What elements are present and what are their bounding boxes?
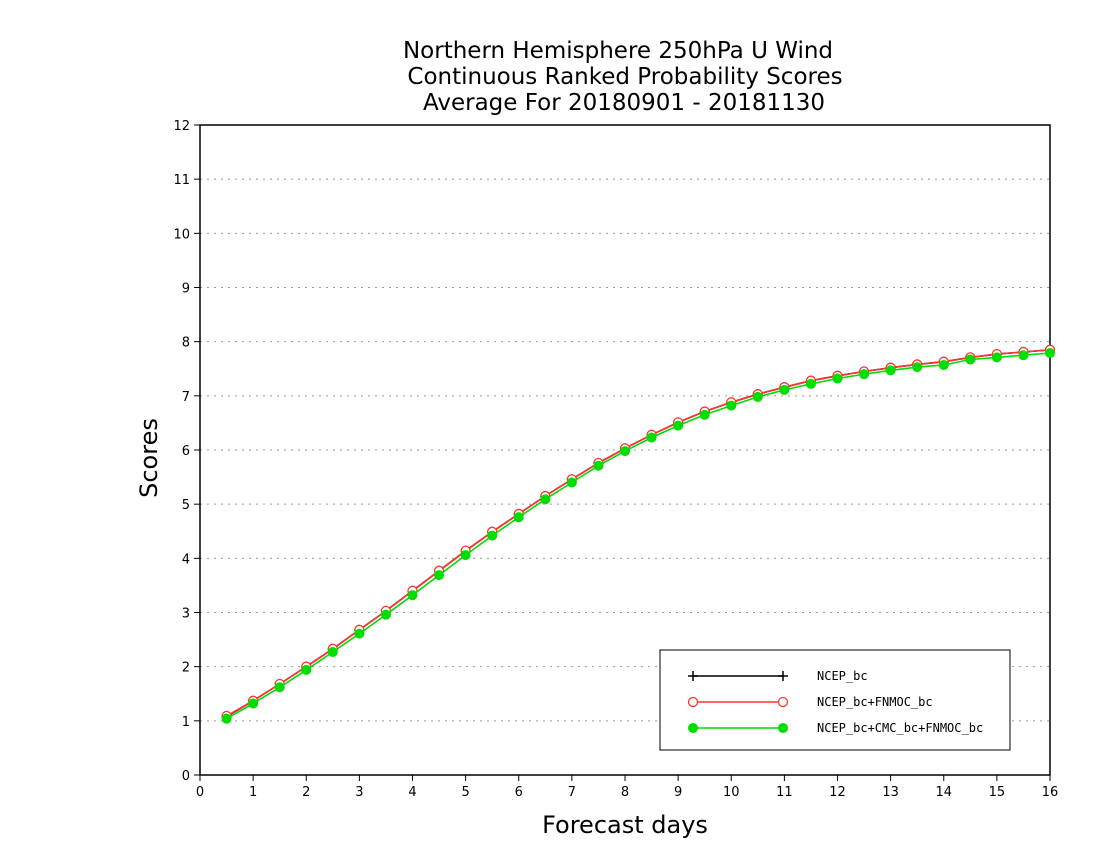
- series-point: [965, 354, 976, 365]
- x-tick-label: 7: [568, 785, 576, 800]
- x-tick-label: 12: [829, 785, 846, 800]
- series-layer: [221, 344, 1056, 724]
- y-tick-label: 6: [182, 444, 190, 459]
- x-tick-label: 2: [302, 785, 310, 800]
- y-tick-label: 9: [182, 282, 190, 297]
- x-tick-label: 8: [621, 785, 629, 800]
- x-tick-label: 10: [723, 785, 740, 800]
- series-point: [991, 352, 1002, 363]
- y-tick-label: 10: [173, 227, 190, 242]
- y-tick-label: 1: [182, 715, 190, 730]
- series-point: [1045, 348, 1055, 359]
- series-point: [434, 570, 445, 581]
- y-tick-label: 3: [182, 607, 190, 622]
- series-point: [646, 432, 657, 443]
- series-point: [274, 682, 285, 693]
- y-tick-label: 5: [182, 498, 190, 513]
- x-tick-label: 11: [776, 785, 793, 800]
- legend-box: [659, 649, 1011, 751]
- series-point: [620, 446, 630, 457]
- chart-title: Northern Hemisphere 250hPa U Wind Contin…: [403, 38, 843, 116]
- y-tick-label: 4: [182, 552, 190, 567]
- series-point: [354, 628, 365, 639]
- series-point: [460, 550, 471, 561]
- series-point: [380, 609, 391, 620]
- title-line-2: Continuous Ranked Probability Scores: [407, 64, 842, 90]
- series-point: [221, 713, 232, 724]
- x-tick-label: 4: [408, 785, 416, 800]
- series-point: [699, 409, 710, 420]
- series-point: [593, 460, 604, 471]
- x-tick-label: 1: [249, 785, 257, 800]
- x-tick-label: 6: [515, 785, 523, 800]
- legend-marker: [688, 671, 698, 681]
- legend: NCEP_bc NCEP_bc+FNMOC_bc NCEP_bc+CMC_bc+FN…: [659, 649, 1011, 751]
- series-point: [540, 494, 551, 505]
- series-point: [752, 391, 763, 402]
- series-point: [407, 590, 418, 601]
- x-tick-label: 13: [882, 785, 899, 800]
- x-tick-label: 14: [935, 785, 952, 800]
- x-tick-label: 9: [674, 785, 682, 800]
- title-line-3: Average For 20180901 - 20181130: [423, 90, 825, 116]
- series-3: [221, 348, 1055, 724]
- series-point: [301, 664, 312, 675]
- series-point: [779, 384, 790, 395]
- series-point: [327, 647, 338, 658]
- y-tick-label: 7: [182, 390, 190, 405]
- series-point: [859, 369, 870, 380]
- legend-label: NCEP_bc+FNMOC_bc: [817, 695, 933, 709]
- series-point: [673, 420, 684, 431]
- series-point: [885, 365, 896, 376]
- y-tick-label: 8: [182, 336, 190, 351]
- series-point: [938, 359, 949, 370]
- series-point: [805, 378, 816, 389]
- y-axis-label: Scores: [135, 418, 163, 498]
- x-tick-label: 3: [355, 785, 363, 800]
- series-point: [832, 373, 843, 384]
- series-point: [726, 400, 737, 411]
- title-line-1: Northern Hemisphere 250hPa U Wind: [403, 38, 833, 64]
- legend-marker: [778, 723, 788, 733]
- legend-marker: [688, 723, 698, 733]
- x-tick-label: 16: [1042, 785, 1059, 800]
- y-tick-label: 11: [173, 173, 190, 188]
- legend-marker: [687, 696, 699, 708]
- y-tick-label: 12: [173, 119, 190, 134]
- series-point: [566, 477, 577, 488]
- series-point: [513, 512, 524, 523]
- series-point: [248, 698, 259, 709]
- x-tick-label: 15: [989, 785, 1006, 800]
- legend-marker: [777, 696, 789, 708]
- legend-label: NCEP_bc: [817, 669, 868, 683]
- x-tick-label: 0: [196, 785, 204, 800]
- y-tick-label: 0: [182, 769, 190, 784]
- x-tick-label: 5: [461, 785, 469, 800]
- x-axis-label: Forecast days: [542, 811, 708, 839]
- series-point: [487, 530, 498, 541]
- series-point: [912, 362, 923, 373]
- y-tick-label: 2: [182, 661, 190, 676]
- legend-marker: [778, 671, 788, 681]
- legend-label: NCEP_bc+CMC_bc+FNMOC_bc: [817, 721, 983, 735]
- series-point: [1018, 350, 1029, 361]
